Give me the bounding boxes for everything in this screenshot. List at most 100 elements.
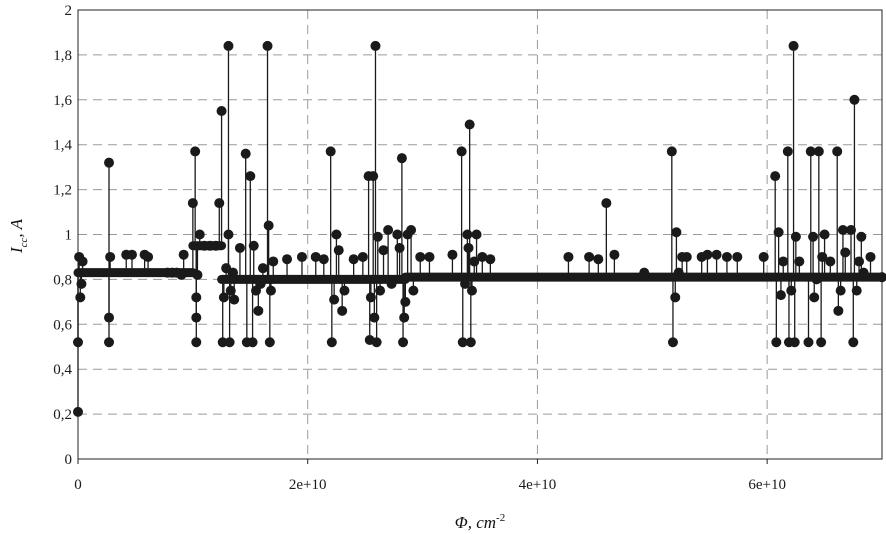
data-point [372,231,383,242]
data-point [216,106,227,117]
data-point [854,256,865,267]
data-point [670,292,681,303]
data-point [408,285,419,296]
data-point [282,254,293,265]
data-point [104,337,115,348]
y-axis-title-unit: , A [7,218,26,237]
data-point [105,251,116,262]
data-point [396,153,407,164]
data-point [702,249,713,260]
data-point [466,285,477,296]
data-point [609,249,620,260]
data-point [398,337,409,348]
y-tick-label: 2 [65,3,73,19]
data-point [858,267,869,278]
data-point [782,146,793,157]
data-point [584,251,595,262]
data-point [368,171,379,182]
gridlines [77,10,882,464]
data-point [234,242,245,253]
data-point [563,251,574,262]
data-point [369,312,380,323]
data-point [671,227,682,238]
data-point [176,269,187,280]
data-point [840,247,851,258]
data-point [816,337,827,348]
data-point [178,249,189,260]
data-point [465,337,476,348]
y-tick-label: 1,8 [53,48,72,64]
data-point [218,292,229,303]
data-point [257,263,268,274]
data-point [73,406,83,417]
data-point [223,229,234,240]
data-point [849,94,860,105]
data-point [245,171,256,182]
y-tick-labels: 0 0,2 0,4 0,6 0,8 1 1,2 1,4 1,6 1,8 2 [53,3,72,468]
data-point [593,254,604,265]
data-point [223,40,234,51]
data-point [789,337,800,348]
data-point [333,245,344,256]
data-point [778,256,789,267]
x-axis-title-main: Φ, cm [455,513,496,532]
data-point [457,337,468,348]
data-point [263,220,274,231]
x-axis-title: Φ, cm-2 [455,512,505,532]
data-point [310,251,321,262]
y-tick-label: 0,4 [53,362,72,378]
data-point [378,245,389,256]
data-point [191,292,202,303]
data-point [268,256,279,267]
data-point [265,285,276,296]
data-point [837,225,848,236]
data-point [247,337,258,348]
data-point [348,254,359,265]
data-point [471,229,482,240]
data-point [788,40,799,51]
data-point [825,256,836,267]
data-point [845,225,856,236]
data-point [790,231,801,242]
y-tick-label: 1,6 [53,93,72,109]
data-point [296,251,307,262]
data-point [383,225,394,236]
data-point [357,251,368,262]
data-point [456,146,467,157]
data-point [192,269,203,280]
x-tick-labels: 0 2e+10 4e+10 6e+10 [74,477,786,493]
data-point [803,337,814,348]
data-point [877,272,886,283]
data-point [225,285,236,296]
data-point [191,337,202,348]
y-axis-title-main: I [7,246,26,254]
data-point [681,251,692,262]
data-point [794,256,805,267]
data-point [805,146,816,157]
data-point [469,256,480,267]
data-point [76,278,87,289]
y-axis-title-subscript: cc [18,237,30,247]
data-point [463,242,474,253]
data-point [337,305,348,316]
data-point [143,251,154,262]
data-point [214,198,225,209]
x-tick-label: 6e+10 [748,477,786,493]
data-point [833,305,844,316]
data-point [370,40,381,51]
data-point [331,229,342,240]
y-tick-label: 1,4 [53,138,72,154]
data-point [264,337,275,348]
data-point [673,267,684,278]
data-point [819,229,830,240]
data-point [394,242,405,253]
data-point [601,198,612,209]
data-point [392,229,403,240]
data-point [406,225,417,236]
data-point [375,285,386,296]
data-point [758,251,769,262]
data-point [786,285,797,296]
x-tick-label: 0 [74,477,82,493]
data-point [77,256,88,267]
y-tick-label: 0,2 [53,407,72,423]
